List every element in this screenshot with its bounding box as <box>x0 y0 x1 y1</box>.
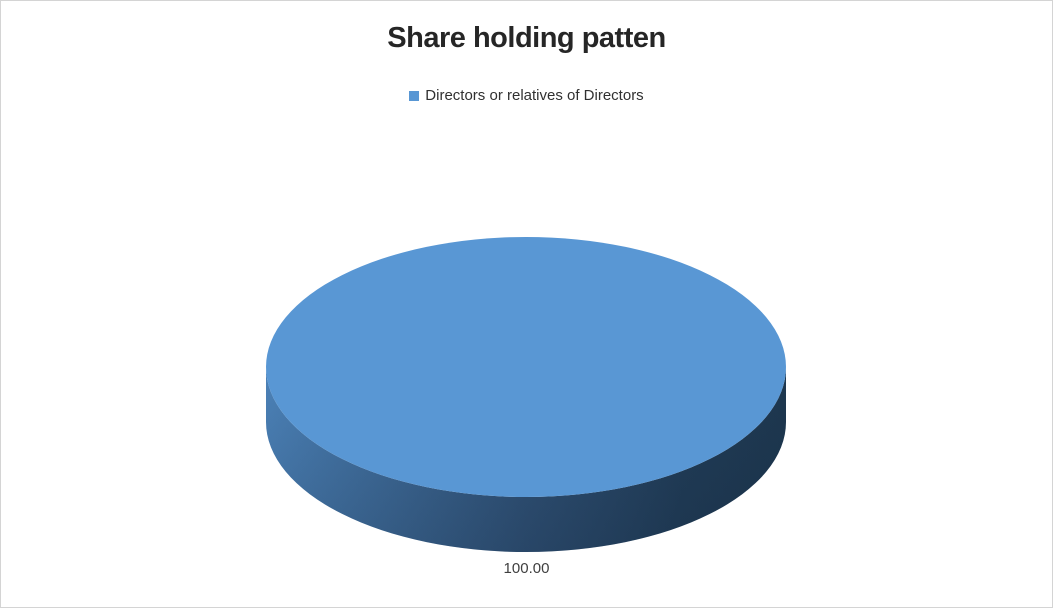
legend-swatch-icon <box>409 90 420 101</box>
legend: Directors or relatives of Directors <box>1 87 1052 104</box>
legend-label: Directors or relatives of Directors <box>425 87 644 104</box>
chart-title: Share holding patten <box>387 22 666 54</box>
pie-slice-top <box>266 237 786 497</box>
pie-data-label: 100.00 <box>503 560 550 577</box>
pie-slice-side-shading <box>266 367 786 552</box>
legend-swatch-rect <box>409 90 420 101</box>
legend-item: Directors or relatives of Directors <box>409 87 644 104</box>
